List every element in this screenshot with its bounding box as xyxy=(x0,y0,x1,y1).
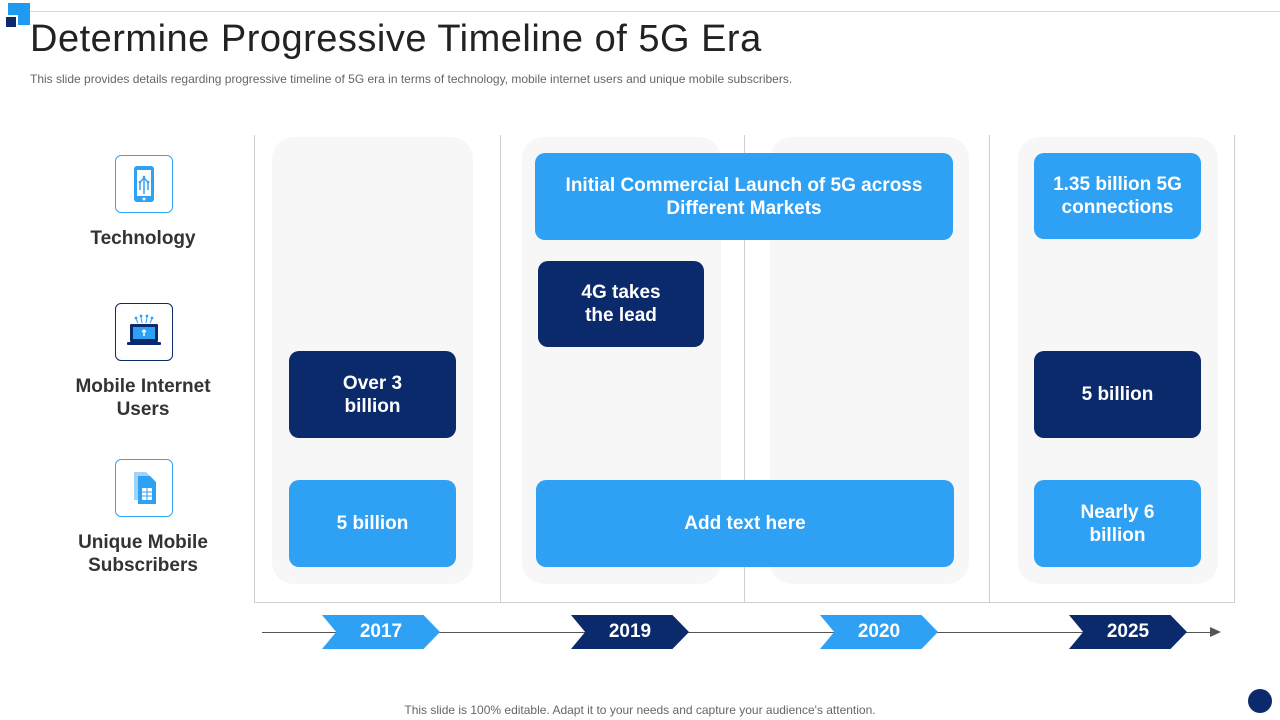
box-2025-internet-users: 5 billion xyxy=(1034,351,1201,438)
box-2017-internet-users: Over 3 billion xyxy=(289,351,456,438)
box-2025-subscribers: Nearly 6 billion xyxy=(1034,480,1201,567)
grid-baseline xyxy=(254,602,1235,603)
category-unique-mobile-subscribers: Unique Mobile Subscribers xyxy=(78,532,208,576)
category-mobile-internet-users: Mobile Internet Users xyxy=(75,376,211,420)
timeline-arrow-icon xyxy=(1210,627,1221,637)
year-marker-2020: 2020 xyxy=(820,615,938,649)
box-2019-4g-lead: 4G takes the lead xyxy=(538,261,704,347)
grid-line xyxy=(989,135,990,603)
year-marker-2025: 2025 xyxy=(1069,615,1187,649)
header-rule xyxy=(30,11,1280,12)
grid-line xyxy=(254,135,255,603)
slide-footer: This slide is 100% editable. Adapt it to… xyxy=(404,703,876,717)
box-2025-technology: 1.35 billion 5G connections xyxy=(1034,153,1201,239)
corner-decoration-dark xyxy=(4,15,18,29)
laptop-touch-icon xyxy=(115,303,173,361)
corner-dot-decoration xyxy=(1248,689,1272,713)
category-technology: Technology xyxy=(90,228,196,249)
box-2019-technology: Initial Commercial Launch of 5G across D… xyxy=(535,153,953,240)
box-2019-subscribers: Add text here xyxy=(536,480,954,567)
sim-card-icon xyxy=(115,459,173,517)
smartphone-icon xyxy=(115,155,173,213)
timeline-axis xyxy=(262,632,1212,633)
grid-line xyxy=(744,135,745,603)
year-marker-2019: 2019 xyxy=(571,615,689,649)
grid-line xyxy=(1234,135,1235,603)
slide-subtitle: This slide provides details regarding pr… xyxy=(30,72,793,86)
box-2017-subscribers: 5 billion xyxy=(289,480,456,567)
year-marker-2017: 2017 xyxy=(322,615,440,649)
grid-line xyxy=(500,135,501,603)
slide-title: Determine Progressive Timeline of 5G Era xyxy=(30,18,762,60)
